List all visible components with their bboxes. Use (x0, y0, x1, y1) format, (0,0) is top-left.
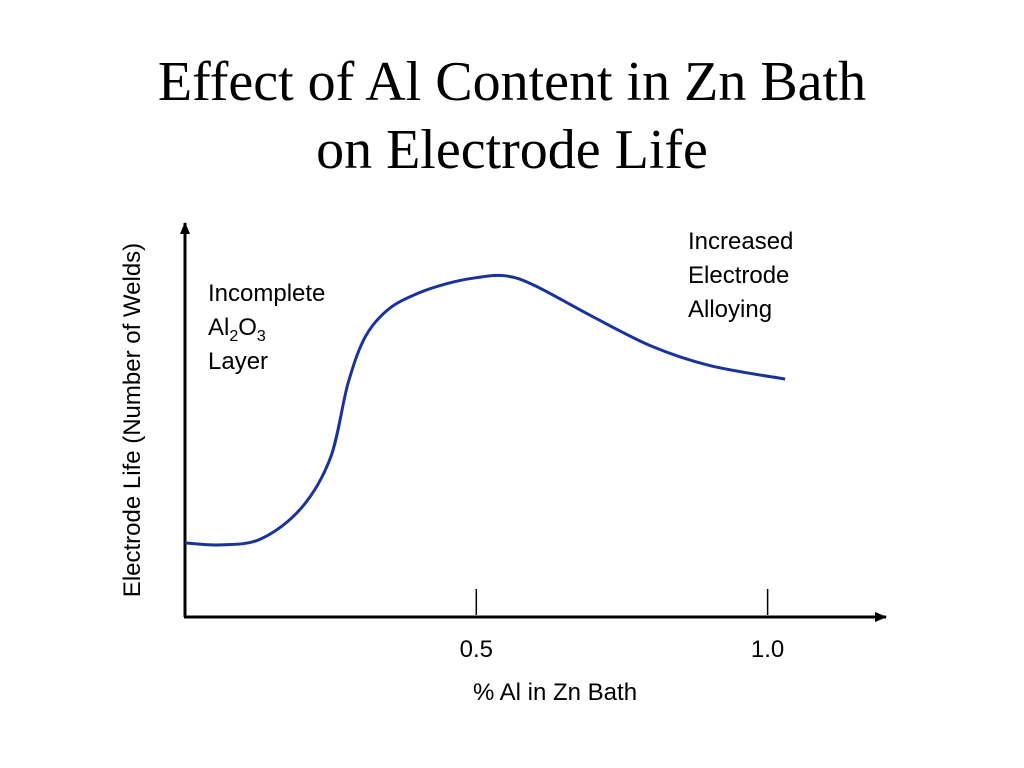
series-line (184, 273, 786, 547)
annotation-incomplete-layer: Incomplete Al2O3 Layer (208, 280, 332, 375)
slide-title: Effect of Al Content in Zn Bath on Elect… (0, 48, 1024, 184)
subscript-2: 2 (229, 328, 238, 345)
x-axis-label: % Al in Zn Bath (473, 679, 637, 706)
x-tick-label: 0.5 (460, 636, 493, 663)
title-line-1: Effect of Al Content in Zn Bath (157, 51, 867, 113)
x-tick-label: 1.0 (751, 636, 784, 663)
annotation-line-al2o3: Al2O3 (208, 314, 266, 345)
annotation-line-increased: Increased (688, 228, 793, 255)
annotation-line-electrode: Electrode (688, 262, 789, 289)
x-ticks: 0.5 1.0 (460, 589, 784, 663)
y-axis-label: Electrode Life (Number of Welds) (119, 243, 146, 597)
annotation-line-layer: Layer (208, 348, 268, 375)
subscript-3: 3 (257, 328, 266, 345)
annotation-line-alloying: Alloying (688, 296, 772, 323)
annotation-line-incomplete: Incomplete (208, 280, 325, 307)
title-line-2: on Electrode Life (316, 119, 708, 181)
annotation-increased-alloying: Increased Electrode Alloying (688, 228, 800, 323)
